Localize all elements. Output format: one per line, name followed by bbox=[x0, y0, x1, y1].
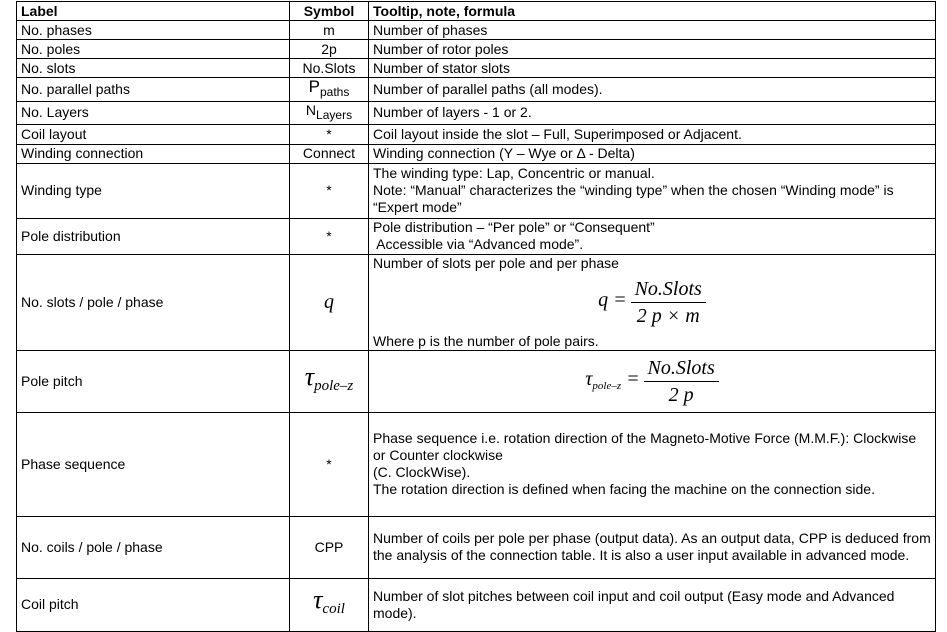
row-symbol: * bbox=[289, 411, 369, 517]
row-symbol: 2p bbox=[289, 39, 369, 59]
row-note: Number of rotor poles bbox=[368, 39, 936, 59]
table-row: Pole pitch τpole–z τpole–z = No.Slots 2 p bbox=[16, 349, 936, 413]
row-note: Number of slot pitches between coil inpu… bbox=[368, 577, 936, 632]
row-label: Phase sequence bbox=[16, 411, 290, 517]
note-line: Where p is the number of pole pairs. bbox=[373, 332, 599, 349]
row-symbol: No.Slots bbox=[289, 58, 369, 78]
row-note: Coil layout inside the slot – Full, Supe… bbox=[368, 123, 936, 145]
table-row: No. Layers NLayers Number of layers - 1 or… bbox=[16, 100, 936, 125]
symbol-base: τ bbox=[313, 585, 323, 615]
row-label: No. poles bbox=[16, 39, 290, 59]
row-symbol: τpole–z bbox=[289, 349, 369, 413]
symbol-base: τ bbox=[304, 361, 315, 391]
note-line: Pole distribution – “Per pole” or “Conse… bbox=[373, 219, 655, 236]
header-row: Label Symbol Tooltip, note, formula bbox=[16, 1, 936, 21]
symbol-base: P bbox=[308, 77, 320, 96]
row-symbol: * bbox=[289, 123, 369, 145]
table-row: Coil layout * Coil layout inside the slot … bbox=[16, 123, 936, 145]
table-row: No. coils / pole / phase CPP Number of coi… bbox=[16, 515, 936, 579]
row-label: No. slots bbox=[16, 58, 290, 78]
formula-denominator: 2 p × m bbox=[636, 304, 700, 327]
table-row: Coil pitch τcoil Number of slot pitches be… bbox=[16, 577, 936, 632]
formula-fraction: No.Slots 2 p bbox=[643, 355, 719, 408]
note-line: (C. ClockWise). bbox=[373, 464, 471, 481]
row-symbol: * bbox=[289, 162, 369, 219]
row-symbol: Connect bbox=[289, 143, 369, 164]
table-row: No. phases m Number of phases bbox=[16, 20, 936, 40]
row-note: Number of phases bbox=[368, 20, 936, 40]
row-label: Coil pitch bbox=[16, 577, 290, 632]
row-note: Phase sequence i.e. rotation direction o… bbox=[368, 411, 936, 517]
row-label: No. coils / pole / phase bbox=[16, 515, 290, 579]
formula-numerator: No.Slots bbox=[630, 276, 706, 303]
row-symbol: q bbox=[289, 253, 369, 351]
table-row: Pole distribution * Pole distribution – “P… bbox=[16, 217, 936, 255]
row-symbol: Ppaths bbox=[289, 77, 369, 102]
formula-lhs: τ bbox=[585, 367, 593, 390]
row-note: Number of parallel paths (all modes). bbox=[368, 77, 936, 102]
row-label: No. parallel paths bbox=[16, 77, 290, 102]
symbol-base: N bbox=[305, 101, 317, 118]
row-label: No. slots / pole / phase bbox=[16, 253, 290, 351]
row-note: Winding connection (Y – Wye or Δ - Delta… bbox=[368, 143, 936, 164]
note-line: The winding type: Lap, Concentric or man… bbox=[373, 165, 655, 182]
row-note: Number of coils per pole per phase (outp… bbox=[368, 515, 936, 579]
table-row: Winding connection Connect Winding connect… bbox=[16, 143, 936, 164]
row-label: No. phases bbox=[16, 20, 290, 40]
table-row: Phase sequence * Phase sequence i.e. rotat… bbox=[16, 411, 936, 517]
row-symbol: * bbox=[289, 217, 369, 255]
formula-numerator: No.Slots bbox=[643, 355, 719, 382]
definitions-table: Label Symbol Tooltip, note, formula No. … bbox=[16, 1, 936, 632]
formula-lhs-sub: pole–z bbox=[592, 379, 622, 392]
row-note: Pole distribution – “Per pole” or “Conse… bbox=[368, 217, 936, 255]
table-row: No. slots No.Slots Number of stator slots bbox=[16, 58, 936, 78]
row-symbol: τcoil bbox=[289, 577, 369, 632]
formula-denominator: 2 p bbox=[668, 383, 694, 406]
row-label: Winding connection bbox=[16, 143, 290, 164]
header-symbol: Symbol bbox=[289, 1, 369, 21]
row-note: Number of stator slots bbox=[368, 58, 936, 78]
row-note: τpole–z = No.Slots 2 p bbox=[368, 349, 936, 413]
row-label: Pole distribution bbox=[16, 217, 290, 255]
note-line: Number of slots per pole and per phase bbox=[373, 254, 619, 271]
formula-equals: = bbox=[621, 367, 640, 390]
symbol-sub: pole–z bbox=[314, 377, 354, 394]
row-label: Winding type bbox=[16, 162, 290, 219]
formula-lhs: q = bbox=[598, 288, 627, 311]
row-label: Pole pitch bbox=[16, 349, 290, 413]
row-note: The winding type: Lap, Concentric or man… bbox=[368, 162, 936, 219]
symbol-sub: Layers bbox=[316, 107, 353, 122]
formula-q: q = No.Slots 2 p × m bbox=[373, 272, 931, 333]
note-line: Note: “Manual” characterizes the “windin… bbox=[373, 182, 894, 216]
header-note: Tooltip, note, formula bbox=[368, 1, 936, 21]
row-note: Number of slots per pole and per phase q … bbox=[368, 253, 936, 351]
formula-pole-pitch: τpole–z = No.Slots 2 p bbox=[373, 351, 931, 412]
note-line: Phase sequence i.e. rotation direction o… bbox=[373, 430, 917, 464]
row-label: No. Layers bbox=[16, 100, 290, 125]
header-label: Label bbox=[16, 1, 290, 21]
table-row: No. slots / pole / phase q Number of slots… bbox=[16, 253, 936, 351]
table-row: No. poles 2p Number of rotor poles bbox=[16, 39, 936, 59]
symbol-sub: paths bbox=[319, 84, 350, 99]
symbol-sub: coil bbox=[322, 601, 345, 618]
note-line: The rotation direction is defined when f… bbox=[373, 481, 875, 498]
row-note: Number of layers - 1 or 2. bbox=[368, 100, 936, 125]
formula-fraction: No.Slots 2 p × m bbox=[630, 276, 706, 329]
table-row: Winding type * The winding type: Lap, Conc… bbox=[16, 162, 936, 219]
row-symbol: NLayers bbox=[289, 100, 369, 125]
table-row: No. parallel paths Ppaths Number of parall… bbox=[16, 77, 936, 102]
row-symbol: CPP bbox=[289, 515, 369, 579]
row-label: Coil layout bbox=[16, 123, 290, 145]
row-symbol: m bbox=[289, 20, 369, 40]
note-line: Accessible via “Advanced mode”. bbox=[373, 236, 584, 253]
